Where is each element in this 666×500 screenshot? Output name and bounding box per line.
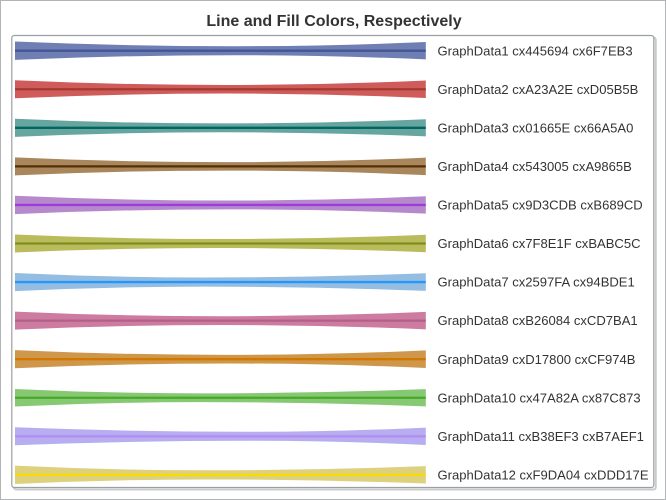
svg-text:GraphData8 cxB26084 cxCD7BA1: GraphData8 cxB26084 cxCD7BA1	[438, 313, 638, 328]
svg-text:GraphData10 cx47A82A cx87C873: GraphData10 cx47A82A cx87C873	[438, 390, 641, 405]
svg-text:GraphData12 cxF9DA04 cxDDD17E: GraphData12 cxF9DA04 cxDDD17E	[438, 467, 649, 482]
svg-text:GraphData11 cxB38EF3 cxB7AEF1: GraphData11 cxB38EF3 cxB7AEF1	[438, 429, 644, 444]
svg-text:GraphData6 cx7F8E1F cxBABC5C: GraphData6 cx7F8E1F cxBABC5C	[438, 236, 641, 251]
svg-text:GraphData2 cxA23A2E cxD05B5B: GraphData2 cxA23A2E cxD05B5B	[438, 82, 639, 97]
svg-text:GraphData7 cx2597FA cx94BDE1: GraphData7 cx2597FA cx94BDE1	[438, 275, 635, 290]
svg-text:GraphData4 cx543005 cxA9865B: GraphData4 cx543005 cxA9865B	[438, 159, 633, 174]
svg-text:GraphData5 cx9D3CDB cxB689CD: GraphData5 cx9D3CDB cxB689CD	[438, 198, 643, 213]
svg-text:GraphData3 cx01665E cx66A5A0: GraphData3 cx01665E cx66A5A0	[438, 120, 634, 135]
svg-text:GraphData9 cxD17800 cxCF974B: GraphData9 cxD17800 cxCF974B	[438, 352, 636, 367]
svg-text:Line and Fill Colors, Respecti: Line and Fill Colors, Respectively	[206, 13, 461, 30]
svg-text:GraphData1 cx445694 cx6F7EB3: GraphData1 cx445694 cx6F7EB3	[438, 43, 633, 58]
